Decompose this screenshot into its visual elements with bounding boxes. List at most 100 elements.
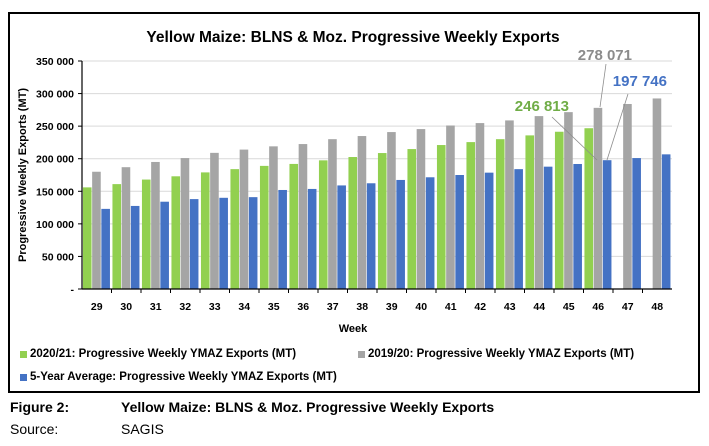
figure-label: Figure 2: xyxy=(10,399,70,415)
data-labels: 246 813 278 071 197 746 xyxy=(515,47,667,161)
legend-swatch-blue xyxy=(20,373,27,381)
data-label: 197 746 xyxy=(613,73,667,90)
bar-2020-21-week-34 xyxy=(230,169,240,289)
x-tick-label: 38 xyxy=(356,301,368,313)
axes xyxy=(78,60,672,293)
x-tick-label: 40 xyxy=(415,301,427,313)
y-tick-label: 350 000 xyxy=(36,56,74,68)
x-tick-label: 44 xyxy=(533,301,545,313)
y-tick-label: 100 000 xyxy=(36,219,74,231)
legend-label: 5-Year Average: Progressive Weekly YMAZ … xyxy=(30,371,337,383)
bar-2020-21-week-37 xyxy=(318,160,328,289)
bar-5yr-avg-week-36 xyxy=(307,188,317,289)
legend-item-2020-21: 2020/21: Progressive Weekly YMAZ Exports… xyxy=(20,348,296,360)
bar-5yr-avg-week-42 xyxy=(484,172,494,289)
bar-5yr-avg-week-40 xyxy=(425,177,435,289)
bar-5yr-avg-week-29 xyxy=(101,208,110,289)
bar-5yr-avg-week-35 xyxy=(278,189,287,289)
bar-5yr-avg-week-43 xyxy=(514,169,523,289)
x-tick-label: 31 xyxy=(150,301,162,313)
leader-line xyxy=(551,116,598,161)
gridlines xyxy=(82,60,672,257)
legend-label: 2020/21: Progressive Weekly YMAZ Exports… xyxy=(30,348,297,360)
bar-2020-21-week-45 xyxy=(554,131,564,289)
bar-2019-20-week-40 xyxy=(416,129,426,289)
x-tick-label: 32 xyxy=(179,301,191,313)
data-label: 246 813 xyxy=(515,98,569,115)
bar-5yr-avg-week-33 xyxy=(219,197,228,289)
bar-2019-20-week-32 xyxy=(180,158,190,289)
leader-line xyxy=(599,63,607,108)
bar-2020-21-week-33 xyxy=(200,172,210,289)
x-tick-label: 39 xyxy=(386,301,398,313)
y-tick-label: 50 000 xyxy=(42,251,74,263)
bar-5yr-avg-week-37 xyxy=(337,185,346,289)
bar-2020-21-week-41 xyxy=(436,145,446,289)
x-tick-labels: 29 30 31 32 33 34 35 36 37 38 39 40 41 42 43 44 45 46 47 48 xyxy=(91,301,663,313)
x-tick-label: 36 xyxy=(297,301,309,313)
bar-2019-20-week-31 xyxy=(151,161,160,289)
x-tick-label: 42 xyxy=(474,301,486,313)
bar-2019-20-week-48 xyxy=(652,98,662,289)
x-tick-label: 30 xyxy=(120,301,132,313)
source-label: Source: xyxy=(10,421,59,437)
bar-2020-21-week-29 xyxy=(82,187,92,289)
bar-2019-20-week-33 xyxy=(210,152,219,289)
bar-5yr-avg-week-30 xyxy=(130,205,140,289)
x-tick-label: 29 xyxy=(91,301,103,313)
bar-5yr-avg-week-44 xyxy=(543,166,553,289)
bar-5yr-avg-week-31 xyxy=(160,201,169,289)
legend-swatch-green xyxy=(20,350,27,358)
bar-2019-20-week-35 xyxy=(269,146,278,289)
x-tick-label: 48 xyxy=(651,301,663,313)
y-tick-label: - xyxy=(71,284,75,296)
x-tick-label: 47 xyxy=(622,301,634,313)
y-tick-labels: - 50 000 100 000 150 000 200 000 250 000 300 0… xyxy=(36,56,74,296)
figure-title: Yellow Maize: BLNS & Moz. Progressive We… xyxy=(121,399,495,415)
x-tick-label: 45 xyxy=(563,301,575,313)
bar-2019-20-week-36 xyxy=(298,144,308,289)
bar-2019-20-week-42 xyxy=(475,123,485,289)
bar-5yr-avg-week-34 xyxy=(248,197,258,289)
bar-2019-20-week-43 xyxy=(505,120,514,290)
y-tick-label: 150 000 xyxy=(36,186,74,198)
x-tick-label: 34 xyxy=(238,301,250,313)
bar-2020-21-week-31 xyxy=(141,179,151,289)
bar-2019-20-week-37 xyxy=(328,139,337,289)
y-tick-label: 300 000 xyxy=(36,89,74,101)
bar-2020-21-week-32 xyxy=(171,176,181,289)
bar-2019-20-week-39 xyxy=(387,132,396,289)
legend-swatch-grey xyxy=(358,350,365,358)
bar-2020-21-week-38 xyxy=(348,157,358,289)
bar-2020-21-week-46 xyxy=(584,128,594,289)
bar-5yr-avg-week-32 xyxy=(189,199,199,289)
bar-5yr-avg-week-41 xyxy=(455,175,464,289)
bar-2020-21-week-35 xyxy=(259,165,269,289)
x-tick-label: 33 xyxy=(209,301,221,313)
y-tick-label: 200 000 xyxy=(36,154,74,166)
x-tick-label: 37 xyxy=(327,301,339,313)
legend-item-2019-20: 2019/20: Progressive Weekly YMAZ Exports… xyxy=(358,348,634,360)
y-axis-label: Progressive Weekly Exports (MT) xyxy=(17,88,29,262)
leader-line xyxy=(606,93,629,161)
bar-5yr-avg-week-38 xyxy=(366,183,376,289)
x-tick-label: 41 xyxy=(445,301,457,313)
bar-2019-20-week-44 xyxy=(534,116,544,289)
x-tick-label: 43 xyxy=(504,301,516,313)
chart-title: Yellow Maize: BLNS & Moz. Progressive We… xyxy=(146,29,559,46)
x-tick-label: 35 xyxy=(268,301,280,313)
legend-label: 2019/20: Progressive Weekly YMAZ Exports… xyxy=(368,348,635,360)
bar-2019-20-week-41 xyxy=(446,125,455,290)
bar-2020-21-week-36 xyxy=(289,163,299,289)
bar-2020-21-week-39 xyxy=(377,153,387,289)
data-label: 278 071 xyxy=(578,47,632,64)
bars xyxy=(82,98,671,290)
bar-2019-20-week-30 xyxy=(121,167,131,289)
bar-5yr-avg-week-39 xyxy=(396,179,405,289)
bar-5yr-avg-week-46 xyxy=(602,160,612,289)
legend-item-5yr-avg: 5-Year Average: Progressive Weekly YMAZ … xyxy=(20,371,337,383)
y-tick-label: 250 000 xyxy=(36,121,74,133)
bar-5yr-avg-week-45 xyxy=(573,163,582,289)
source-value: SAGIS xyxy=(121,421,164,437)
